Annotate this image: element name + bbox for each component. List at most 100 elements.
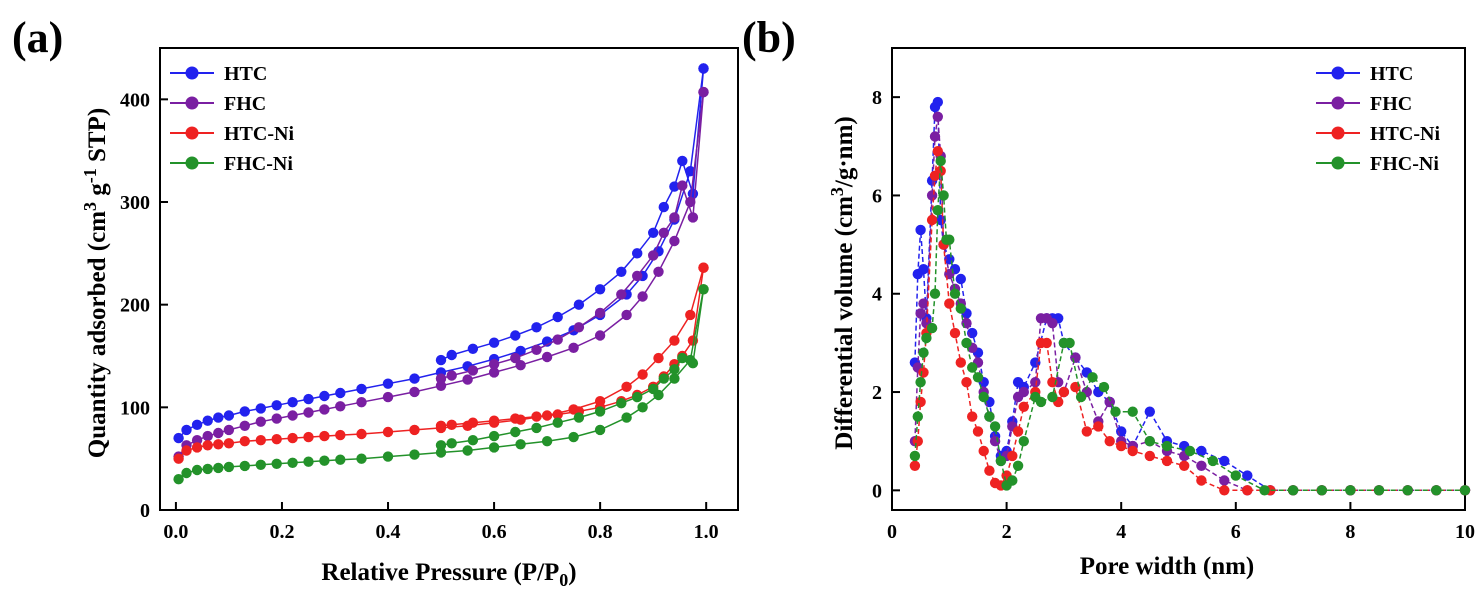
panel-a-fhc-desorption-point [616,289,627,300]
panel-b: (b) 0 2 4 6 8 10 0 2 4 6 8 HTC FHC HTC-Ni FHC-Ni Pore… [742,13,1475,580]
panel-b-htc-ni-point [1127,445,1138,457]
panel-a-fhc-desorption-point [488,359,500,370]
panel-b-htc-ni-point [949,327,961,339]
panel-a-fhc-desorption-point [552,334,563,345]
panel-b-htc-point [1219,455,1230,467]
panel-a-fhc-ni-desorption-point [677,352,688,364]
panel-a-htc-desorption-point [446,349,457,361]
panel-a-fhc-ni-adsorption-point [621,412,632,423]
panel-b-htc-ni-point [1007,450,1018,462]
panel-b-fhc-ni-point [1316,485,1328,496]
panel-a-fhc-adsorption-point [515,360,526,371]
panel-b-fhc-ni-point [949,288,961,299]
panel-a-fhc-ni-desorption-point [467,435,479,446]
panel-a-htc-ni-adsorption-point [382,426,394,438]
panel-b-y-tick-label: 6 [872,185,882,207]
panel-a-fhc-adsorption-point [213,427,224,439]
panel-b-htc-ni-point [1116,440,1127,452]
panel-a-htc-adsorption-point [287,397,298,408]
panel-a-legend-marker [185,126,199,140]
panel-a-fhc-ni-adsorption-point [382,451,394,462]
panel-b-fhc-ni-point [1287,485,1299,496]
panel-b-fhc-ni-point [1018,436,1029,447]
panel-b-fhc-ni-point [1230,470,1242,481]
panel-a-htc-desorption-point [467,343,479,354]
panel-a-fhc-ni-adsorption-point [239,460,250,472]
panel-a-fhc-desorption-point [658,227,669,238]
panel-a-fhc-ni-desorption-point [648,383,659,395]
panel-b-legend-marker [1331,126,1345,140]
panel-b-htc-ni-point [909,460,921,471]
panel-a-fhc-ni-adsorption-point [271,458,282,469]
panel-b-fhc-ni-line [914,160,1465,492]
panel-a-htc-ni-adsorption-point [173,453,184,464]
panel-a-fhc-ni-desorption-point [435,440,447,451]
panel-b-fhc-ni-point [1161,440,1173,452]
panel-b-fhc-ni-point [1075,391,1087,403]
panel-b-fhc-ni-point [921,332,932,344]
panel-a-fhc-ni-desorption-point [488,430,500,442]
panel-b-htc-ni-point [932,146,943,157]
panel-a-fhc-ni-adsorption-point [202,463,213,475]
panel-b-y-tick-label: 0 [872,480,882,502]
panel-a-htc-desorption-point [488,337,500,348]
panel-a-y-axis-label: Quantity adsorbed (cm3 g-1 STP) [80,108,111,458]
panel-b-legend-label: HTC [1370,63,1413,85]
panel-b-fhc-ni-point [1184,445,1196,457]
panel-a-fhc-ni-adsorption-point [356,453,367,464]
panel-a-y-tick-label: 200 [120,295,150,317]
panel-a-htc-desorption-point [698,63,709,74]
panel-b-fhc-ni-point [1207,455,1219,467]
panel-a-htc-desorption-point [677,155,688,167]
panel-b-htc-ni-point [972,426,984,437]
panel-a-fhc-ni-adsorption-point [223,461,235,473]
panel-a-y-tick-label: 400 [120,89,150,111]
panel-b-fhc-ni-point [1035,396,1047,408]
panel-b-y-tick-label: 8 [872,87,882,109]
panel-b-fhc-ni-point [961,337,972,349]
panel-a-fhc-desorption-point [594,307,606,319]
panel-b-fhc-ni-point [1007,475,1018,486]
panel-a-legend-label: HTC [224,63,267,85]
panel-a-fhc-desorption-point [687,212,699,223]
panel-a-htc-ni-adsorption-point [287,432,298,444]
panel-a-fhc-desorption-point [467,365,479,376]
panel-b-fhc-point [932,111,943,123]
panel-a-htc-adsorption-point [685,166,696,177]
panel-b-htc-ni-point [912,436,923,447]
panel-a-x-tick-label: 0.4 [376,521,401,543]
panel-a-fhc-adsorption-point [303,407,314,418]
panel-a-fhc-ni-adsorption-point [303,456,314,467]
panel-a-htc-adsorption-point [303,393,314,405]
panel-b-htc-ni-point [935,165,946,177]
panel-b-htc-ni-point [915,396,926,408]
panel-b-fhc-ni-point [1259,485,1270,496]
panel-b-fhc-ni-point [1402,485,1413,496]
panel-a-fhc-adsorption-point [382,391,394,403]
panel-b-fhc-ni-point [1127,406,1138,417]
panel-a-htc-adsorption-point [202,415,213,426]
panel-b-fhc-ni-point [1373,485,1385,496]
panel-a-x-tick-label: 0.0 [163,521,188,543]
panel-b-htc-ni-point [984,465,995,476]
panel-a-fhc-adsorption-point [356,397,367,408]
panel-a-fhc-desorption-point [669,212,680,223]
panel-a-fhc-ni-adsorption-point [335,454,346,465]
panel-a-series [173,63,709,485]
panel-a-fhc-adsorption-point [621,309,632,321]
panel-b-legend-label: FHC-Ni [1370,153,1439,175]
panel-a-htc-ni-adsorption-point [239,436,250,447]
panel-a-y-tick-label: 100 [120,397,150,419]
panel-a-x-tick-label: 0.2 [269,521,294,543]
panel-b-fhc-ni-point [1144,436,1156,447]
panel-a-fhc-ni-adsorption-point [669,373,680,384]
panel-a-fhc-ni-adsorption-point [637,402,648,413]
panel-b-fhc-ni-point [944,234,955,245]
panel-a-htc-ni-adsorption-point [621,381,632,392]
panel-a-fhc-ni-desorption-point [510,426,521,438]
panel-a-htc-ni-adsorption-point [319,430,330,442]
panel-b-fhc-point [926,190,938,201]
panel-b-label: (b) [742,13,796,62]
panel-b-fhc-ni-point [972,372,984,383]
